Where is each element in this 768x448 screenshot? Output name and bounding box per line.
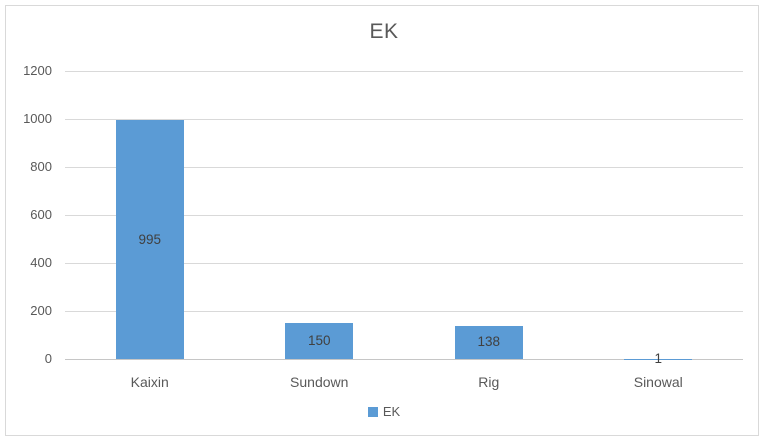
bar-sundown: [285, 323, 354, 359]
gridline: [65, 215, 743, 216]
gridline: [65, 119, 743, 120]
gridline: [65, 311, 743, 312]
legend: EK: [0, 404, 768, 419]
y-tick-label: 1200: [23, 63, 52, 78]
data-label-rig: 138: [477, 334, 501, 350]
x-axis-line: [65, 359, 743, 360]
y-tick-label: 1000: [23, 111, 52, 126]
y-tick-label: 400: [30, 255, 52, 270]
category-label-sinowal: Sinowal: [633, 374, 683, 390]
bar-rig: [454, 325, 523, 359]
y-tick-label: 200: [30, 303, 52, 318]
gridline: [65, 71, 743, 72]
legend-swatch-icon: [367, 406, 378, 417]
y-tick-label: 800: [30, 159, 52, 174]
gridline: [65, 167, 743, 168]
bar-kaixin: [115, 120, 184, 359]
data-label-sundown: 150: [307, 333, 331, 348]
legend-label: EK: [382, 404, 401, 419]
category-label-rig: Rig: [478, 374, 500, 390]
y-tick-label: 0: [44, 351, 52, 366]
chart-title: EK: [369, 20, 399, 43]
data-label-kaixin: 995: [138, 231, 162, 247]
y-tick-label: 600: [30, 207, 52, 222]
category-label-sundown: Sundown: [290, 374, 349, 390]
category-label-kaixin: Kaixin: [130, 374, 169, 390]
data-label-sinowal: 1: [654, 350, 662, 366]
gridline: [65, 263, 743, 264]
